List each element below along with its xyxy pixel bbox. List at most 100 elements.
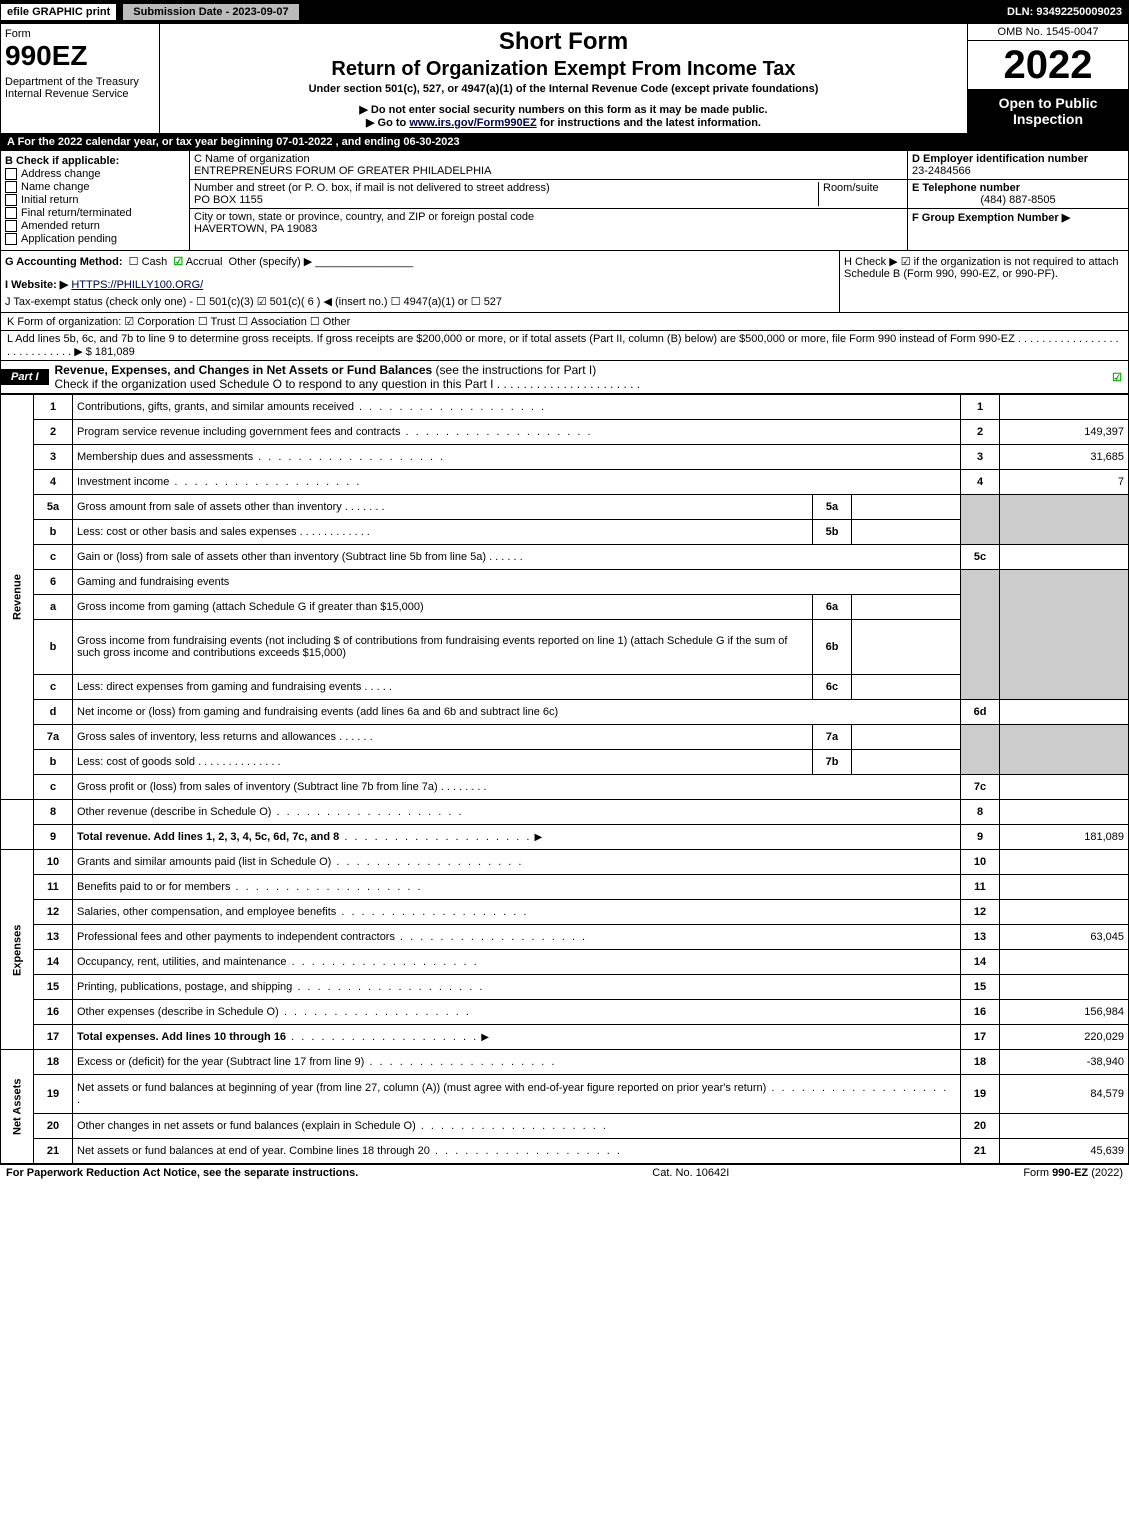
c-addr: PO BOX 1155 (194, 194, 818, 206)
form-word: Form (5, 28, 155, 40)
line-11-num: 11 (34, 875, 73, 900)
c-city-label: City or town, state or province, country… (194, 211, 903, 223)
line-6d-amt (1000, 700, 1129, 725)
line-6c-innum: 6c (813, 675, 852, 700)
irs-link[interactable]: www.irs.gov/Form990EZ (409, 117, 536, 129)
part1-table: Revenue 1 Contributions, gifts, grants, … (0, 394, 1129, 1164)
line-11-text: Benefits paid to or for members (77, 881, 230, 893)
c-room-label: Room/suite (818, 182, 903, 206)
header-right: OMB No. 1545-0047 2022 Open to Public In… (967, 24, 1128, 133)
line-10-text: Grants and similar amounts paid (list in… (77, 856, 331, 868)
d-ein: 23-2484566 (912, 165, 971, 177)
row-h-scheduleb: H Check ▶ ☑ if the organization is not r… (839, 251, 1128, 312)
line-8-text: Other revenue (describe in Schedule O) (77, 806, 271, 818)
line-18-ref: 18 (961, 1050, 1000, 1075)
g-accrual[interactable]: Accrual (186, 256, 223, 268)
d-tel: (484) 887-8505 (912, 194, 1124, 206)
part1-checkbox-icon[interactable]: ☑ (1112, 371, 1128, 384)
line-6-greyamt (1000, 570, 1129, 700)
line-6b-num: b (34, 620, 73, 675)
g-cash[interactable]: Cash (142, 256, 168, 268)
line-6a-text: Gross income from gaming (attach Schedul… (73, 595, 813, 620)
dept-label: Department of the Treasury Internal Reve… (5, 76, 155, 100)
line-5-greyref (961, 495, 1000, 545)
header-left: Form 990EZ Department of the Treasury In… (1, 24, 160, 133)
col-b-checkboxes: B Check if applicable: Address change Na… (1, 151, 190, 250)
g-other[interactable]: Other (specify) ▶ (229, 256, 313, 268)
line-5a-text: Gross amount from sale of assets other t… (77, 501, 342, 513)
col-c-org-info: C Name of organization ENTREPRENEURS FOR… (190, 151, 908, 250)
line-12-num: 12 (34, 900, 73, 925)
line-16-amt: 156,984 (1000, 1000, 1129, 1025)
line-13-ref: 13 (961, 925, 1000, 950)
chk-application-pending[interactable]: Application pending (5, 233, 185, 245)
line-6b-inamt (852, 620, 961, 675)
line-7b-innum: 7b (813, 750, 852, 775)
footer-left: For Paperwork Reduction Act Notice, see … (6, 1167, 358, 1179)
c-name-label: C Name of organization (194, 153, 903, 165)
line-14-text: Occupancy, rent, utilities, and maintena… (77, 956, 287, 968)
line-2-ref: 2 (961, 420, 1000, 445)
line-7a-inamt (852, 725, 961, 750)
line-10-ref: 10 (961, 850, 1000, 875)
line-19-ref: 19 (961, 1075, 1000, 1114)
line-5a-inamt (852, 495, 961, 520)
line-21-amt: 45,639 (1000, 1139, 1129, 1164)
line-18-text: Excess or (deficit) for the year (Subtra… (77, 1056, 364, 1068)
line-12-amt (1000, 900, 1129, 925)
line-1-text: Contributions, gifts, grants, and simila… (77, 401, 354, 413)
line-17-ref: 17 (961, 1025, 1000, 1050)
line-1-ref: 1 (961, 395, 1000, 420)
subtitle-2: ▶ Do not enter social security numbers o… (164, 103, 963, 116)
line-7b-num: b (34, 750, 73, 775)
chk-initial-return[interactable]: Initial return (5, 194, 185, 206)
line-7a-num: 7a (34, 725, 73, 750)
website-link[interactable]: HTTPS://PHILLY100.ORG/ (71, 279, 203, 291)
d-tel-label: E Telephone number (912, 182, 1020, 194)
line-11-amt (1000, 875, 1129, 900)
line-7-greyref (961, 725, 1000, 775)
line-4-amt: 7 (1000, 470, 1129, 495)
row-gh: G Accounting Method: ☐ Cash ☑ Accrual Ot… (0, 251, 1129, 313)
line-6c-text: Less: direct expenses from gaming and fu… (77, 681, 361, 693)
submission-date: Submission Date - 2023-09-07 (122, 3, 299, 21)
line-6d-ref: 6d (961, 700, 1000, 725)
line-3-amt: 31,685 (1000, 445, 1129, 470)
line-20-text: Other changes in net assets or fund bala… (77, 1120, 416, 1132)
line-15-text: Printing, publications, postage, and shi… (77, 981, 292, 993)
chk-name-change[interactable]: Name change (5, 181, 185, 193)
line-20-num: 20 (34, 1114, 73, 1139)
chk-final-return[interactable]: Final return/terminated (5, 207, 185, 219)
sub3-pre: ▶ Go to (366, 117, 409, 129)
top-bar: efile GRAPHIC print Submission Date - 20… (0, 0, 1129, 24)
line-20-ref: 20 (961, 1114, 1000, 1139)
line-16-ref: 16 (961, 1000, 1000, 1025)
line-8-num: 8 (34, 800, 73, 825)
line-12-ref: 12 (961, 900, 1000, 925)
line-2-amt: 149,397 (1000, 420, 1129, 445)
line-10-amt (1000, 850, 1129, 875)
line-6a-inamt (852, 595, 961, 620)
line-3-ref: 3 (961, 445, 1000, 470)
line-7a-innum: 7a (813, 725, 852, 750)
line-7b-text: Less: cost of goods sold (77, 756, 195, 768)
dln-label: DLN: 93492250009023 (1007, 6, 1128, 18)
h-text: H Check ▶ ☑ if the organization is not r… (844, 256, 1119, 280)
efile-label[interactable]: efile GRAPHIC print (1, 4, 118, 20)
form-number: 990EZ (5, 40, 155, 72)
line-6d-text: Net income or (loss) from gaming and fun… (73, 700, 961, 725)
line-7c-amt (1000, 775, 1129, 800)
line-11-ref: 11 (961, 875, 1000, 900)
line-12-text: Salaries, other compensation, and employ… (77, 906, 336, 918)
line-15-ref: 15 (961, 975, 1000, 1000)
line-4-num: 4 (34, 470, 73, 495)
line-8-amt (1000, 800, 1129, 825)
chk-amended-return[interactable]: Amended return (5, 220, 185, 232)
line-17-amt: 220,029 (1000, 1025, 1129, 1050)
omb-number: OMB No. 1545-0047 (968, 24, 1128, 41)
line-7b-inamt (852, 750, 961, 775)
line-16-num: 16 (34, 1000, 73, 1025)
chk-address-change[interactable]: Address change (5, 168, 185, 180)
footer-mid: Cat. No. 10642I (652, 1167, 729, 1179)
line-19-text: Net assets or fund balances at beginning… (77, 1082, 766, 1094)
